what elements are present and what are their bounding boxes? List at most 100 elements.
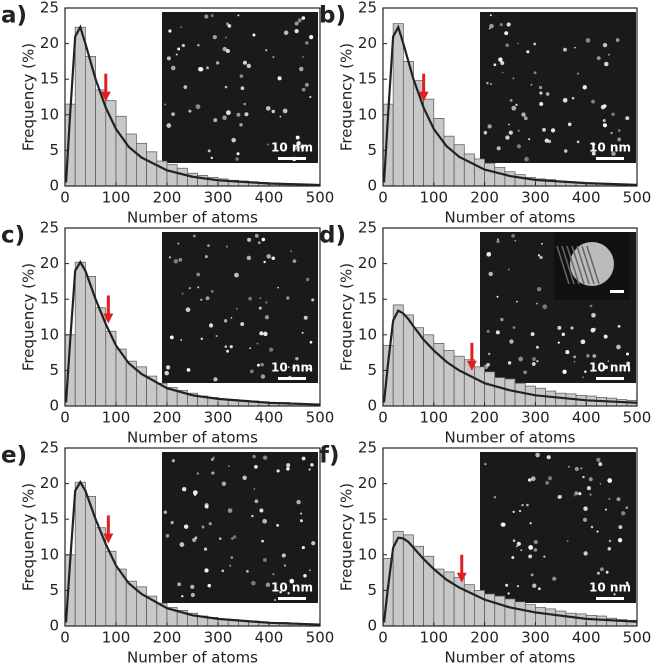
- inset-particle: [292, 259, 297, 264]
- inset-particle: [517, 129, 520, 132]
- histogram-bar: [176, 167, 188, 187]
- x-tick-label: 100: [419, 409, 448, 427]
- x-tick-label: 400: [255, 189, 284, 207]
- inset-particle: [537, 587, 541, 591]
- inset-particle: [504, 31, 509, 36]
- inset-particle: [221, 481, 227, 487]
- inset-particle: [591, 142, 596, 146]
- inset-particle: [166, 56, 171, 61]
- inset-particle: [546, 455, 551, 460]
- inset-particle: [207, 583, 211, 588]
- inset-particle: [516, 144, 522, 149]
- inset-particle: [254, 233, 259, 238]
- inset-particle: [616, 497, 621, 502]
- inset-particle: [488, 27, 491, 30]
- inset-particle: [500, 317, 504, 322]
- inset-particle: [523, 116, 528, 121]
- y-tick-label: 10: [40, 105, 59, 123]
- inset-particle: [165, 533, 170, 538]
- inset-particle: [611, 151, 616, 157]
- inset-particle: [489, 23, 494, 29]
- y-tick-label: 5: [367, 141, 377, 159]
- inset-particle: [183, 85, 188, 89]
- scale-bar: [596, 377, 624, 380]
- inset-particle: [246, 255, 252, 261]
- inset-particle: [516, 585, 520, 588]
- inset-particle: [532, 583, 537, 588]
- x-tick-label: 0: [378, 189, 388, 207]
- inset-particle: [249, 347, 252, 350]
- arrow-head: [103, 313, 114, 324]
- inset-particle: [509, 98, 513, 102]
- inset-particle: [488, 271, 493, 277]
- x-tick-label: 300: [521, 409, 550, 427]
- scale-label: 10 nm: [589, 581, 631, 595]
- inset-particle: [281, 553, 286, 558]
- histogram-bar: [453, 144, 465, 187]
- inset-particle: [547, 476, 553, 481]
- inset-particle: [582, 85, 587, 90]
- inset-particle: [181, 292, 184, 295]
- inset-particle: [246, 569, 249, 573]
- inset-particle: [598, 462, 603, 467]
- inset-particle: [557, 495, 562, 499]
- histogram-bar: [136, 142, 147, 187]
- inset-particle: [608, 497, 611, 500]
- inset-particle: [301, 331, 304, 334]
- x-tick-label: 200: [153, 629, 182, 647]
- inset-particle: [616, 344, 621, 350]
- fit-curve: [64, 480, 321, 626]
- x-tick-label: 100: [419, 629, 448, 647]
- inset-particle: [536, 286, 542, 292]
- inset-particle: [511, 556, 515, 559]
- x-tick-label: 0: [60, 409, 70, 427]
- inset-particle: [200, 298, 203, 301]
- x-tick-label: 0: [60, 629, 70, 647]
- inset-particle: [496, 146, 501, 151]
- histogram-bar: [484, 162, 496, 187]
- inset-particle: [239, 123, 243, 127]
- histogram-bar: [504, 378, 516, 407]
- inset-particle: [261, 237, 266, 242]
- inset-particle: [550, 128, 556, 133]
- inset-particle: [251, 580, 256, 586]
- y-tick-label: 0: [49, 177, 59, 195]
- scale-bar: [278, 377, 306, 380]
- inset-particle: [524, 156, 529, 162]
- inset-particle: [256, 363, 260, 367]
- inset-particle: [259, 508, 264, 513]
- inset-particle: [626, 352, 629, 356]
- inset-particle: [246, 63, 252, 69]
- fit-curve: [382, 309, 638, 404]
- inset-particle: [222, 115, 227, 120]
- inset-particle: [244, 112, 249, 117]
- inset-particle: [309, 35, 314, 40]
- inset-particle: [262, 557, 267, 562]
- x-tick-label: 300: [204, 409, 233, 427]
- inset-particle: [222, 46, 227, 52]
- inset-particle: [486, 251, 492, 257]
- y-tick-label: 25: [40, 219, 59, 237]
- inset-particle: [271, 109, 275, 114]
- inset-particle: [562, 97, 568, 103]
- inset-particle: [544, 138, 549, 143]
- y-tick-label: 5: [367, 361, 377, 379]
- inset-particle: [225, 36, 227, 39]
- inset-particle: [493, 495, 497, 499]
- inset-particle: [607, 547, 612, 551]
- inset-particle: [225, 48, 230, 54]
- inset-particle: [229, 564, 232, 567]
- inset-particle: [224, 345, 228, 348]
- inset-particle: [507, 361, 512, 365]
- inset-particle: [292, 366, 296, 370]
- inset-particle: [266, 254, 272, 259]
- inset-particle: [181, 43, 185, 48]
- inset-image: [480, 452, 636, 603]
- inset-particle: [263, 331, 268, 337]
- inset-particle: [163, 510, 168, 514]
- inset-particle: [211, 471, 215, 475]
- inset-particle: [272, 56, 275, 59]
- inset-particle: [600, 567, 604, 572]
- inset-particle: [212, 34, 217, 40]
